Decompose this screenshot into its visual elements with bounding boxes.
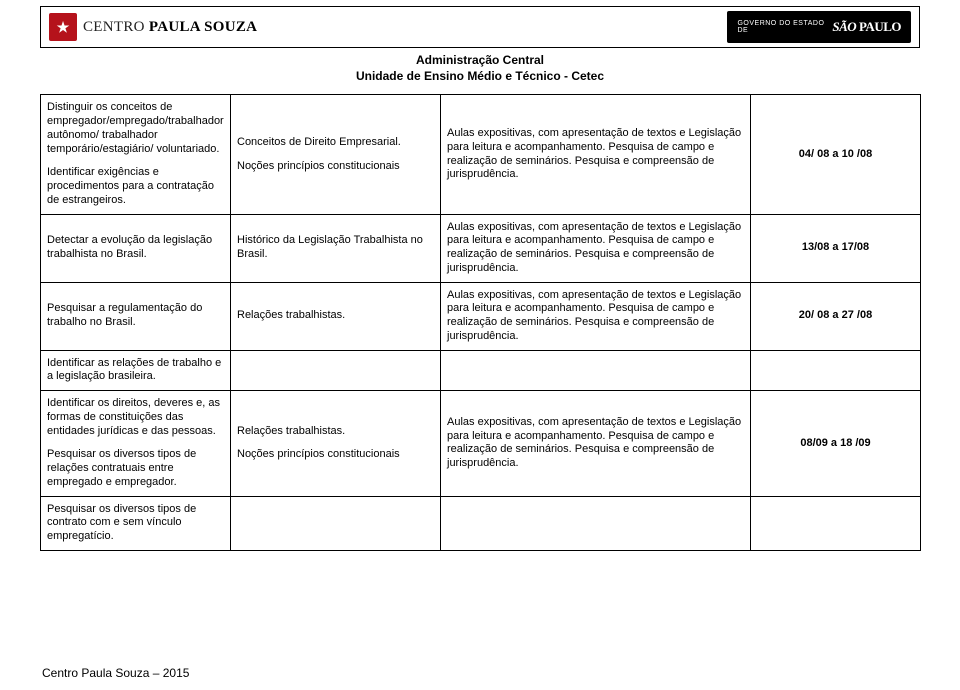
cell-col2: Histórico da Legislação Trabalhista no B… [231,214,441,282]
cell-col2: Conceitos de Direito Empresarial. Noções… [231,95,441,214]
sp-paulo: PAULO [859,19,901,34]
sp-sao: SÃO [832,19,856,34]
cell-text: Identificar as relações de trabalho e a … [47,357,224,385]
cell-text: Histórico da Legislação Trabalhista no B… [237,234,434,262]
cell-date [751,350,921,391]
logo-bold: PAULA SOUZA [149,19,257,35]
cell-col1: Detectar a evolução da legislação trabal… [41,214,231,282]
subtitle-line1: Administração Central [0,52,960,68]
cell-col3: Aulas expositivas, com apresentação de t… [441,282,751,350]
cell-text: Pesquisar os diversos tipos de contrato … [47,503,224,544]
cell-col3: Aulas expositivas, com apresentação de t… [441,391,751,497]
table-row: Pesquisar a regulamentação do trabalho n… [41,282,921,350]
cell-date: 08/09 a 18 /09 [751,391,921,497]
subtitle-line2: Unidade de Ensino Médio e Técnico - Cete… [0,68,960,84]
cell-text: Aulas expositivas, com apresentação de t… [447,289,744,344]
page-footer: Centro Paula Souza – 2015 [42,666,189,680]
cell-date: 04/ 08 a 10 /08 [751,95,921,214]
logo-text: CENTRO PAULA SOUZA [83,19,257,36]
cell-text: Distinguir os conceitos de empregador/em… [47,101,224,156]
content-table-wrap: Distinguir os conceitos de empregador/em… [40,94,920,551]
cell-text: Aulas expositivas, com apresentação de t… [447,221,744,276]
cell-date [751,496,921,550]
cell-text: Identificar exigências e procedimentos p… [47,166,224,207]
table-row: Distinguir os conceitos de empregador/em… [41,95,921,214]
gov-text: GOVERNO DO ESTADO DE [737,20,824,34]
gov-line1: GOVERNO DO ESTADO [737,20,824,27]
gov-sp-badge: GOVERNO DO ESTADO DE SÃO PAULO [727,11,911,43]
cell-text: Relações trabalhistas. [237,309,434,323]
cell-text: Pesquisar os diversos tipos de relações … [47,448,224,489]
cell-col3 [441,350,751,391]
cell-col2: Relações trabalhistas. [231,282,441,350]
cell-date: 20/ 08 a 27 /08 [751,282,921,350]
cell-col1: Identificar os direitos, deveres e, as f… [41,391,231,497]
table-row: Identificar as relações de trabalho e a … [41,350,921,391]
cell-col3: Aulas expositivas, com apresentação de t… [441,214,751,282]
header-bar: ★ CENTRO PAULA SOUZA GOVERNO DO ESTADO D… [40,6,920,48]
gov-line2: DE [737,27,824,34]
cell-col1: Identificar as relações de trabalho e a … [41,350,231,391]
doc-subtitle: Administração Central Unidade de Ensino … [0,52,960,84]
cell-text: Relações trabalhistas. [237,425,434,439]
cell-col2: Relações trabalhistas. Noções princípios… [231,391,441,497]
cell-col1: Pesquisar a regulamentação do trabalho n… [41,282,231,350]
logo-left: ★ CENTRO PAULA SOUZA [49,13,257,41]
cell-text: Pesquisar a regulamentação do trabalho n… [47,302,224,330]
cell-col3 [441,496,751,550]
sp-logo: SÃO PAULO [832,19,901,35]
cell-text: Noções princípios constitucionais [237,160,434,174]
logo-thin: CENTRO [83,19,149,35]
logo-star-icon: ★ [49,13,77,41]
cell-col2 [231,496,441,550]
table-row: Pesquisar os diversos tipos de contrato … [41,496,921,550]
cell-col1: Distinguir os conceitos de empregador/em… [41,95,231,214]
cell-text: Detectar a evolução da legislação trabal… [47,234,224,262]
cell-text: Identificar os direitos, deveres e, as f… [47,397,224,438]
cell-text: Noções princípios constitucionais [237,448,434,462]
content-table: Distinguir os conceitos de empregador/em… [40,94,921,551]
table-row: Identificar os direitos, deveres e, as f… [41,391,921,497]
cell-text: Aulas expositivas, com apresentação de t… [447,416,744,471]
table-row: Detectar a evolução da legislação trabal… [41,214,921,282]
cell-col3: Aulas expositivas, com apresentação de t… [441,95,751,214]
cell-text: Aulas expositivas, com apresentação de t… [447,127,744,182]
cell-col2 [231,350,441,391]
cell-date: 13/08 a 17/08 [751,214,921,282]
cell-text: Conceitos de Direito Empresarial. [237,136,434,150]
cell-col1: Pesquisar os diversos tipos de contrato … [41,496,231,550]
